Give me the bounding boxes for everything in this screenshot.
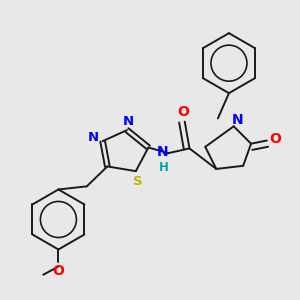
Text: O: O bbox=[52, 264, 64, 278]
Text: H: H bbox=[159, 161, 169, 174]
Text: N: N bbox=[88, 131, 99, 145]
Text: N: N bbox=[157, 145, 168, 159]
Text: O: O bbox=[269, 132, 281, 146]
Text: N: N bbox=[123, 115, 134, 128]
Text: O: O bbox=[177, 105, 189, 119]
Text: S: S bbox=[133, 175, 142, 188]
Text: N: N bbox=[232, 113, 243, 127]
